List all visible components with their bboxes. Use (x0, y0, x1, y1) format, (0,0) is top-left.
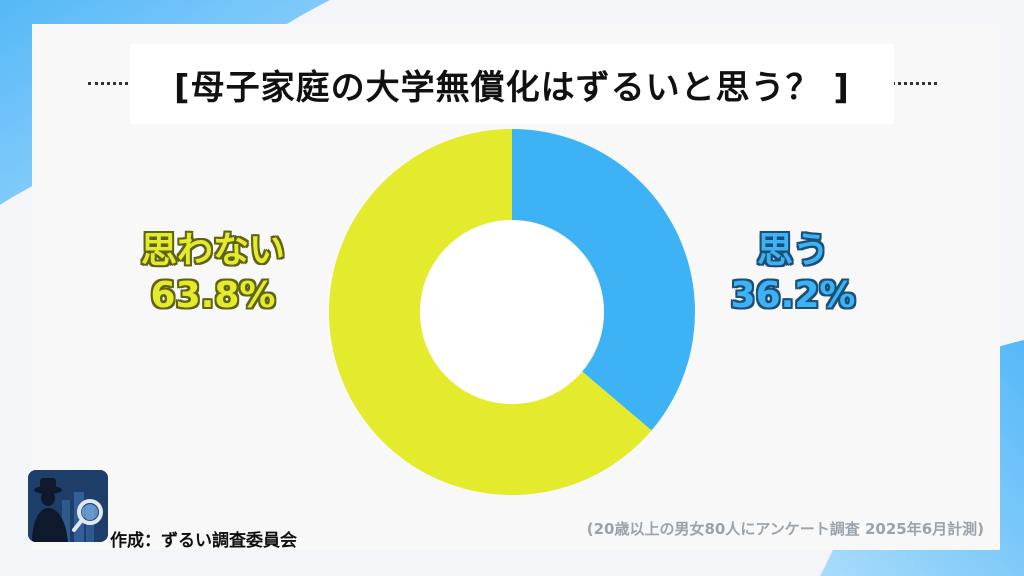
donut-hole (420, 220, 604, 404)
slice-label-no: 思わない 63.8% (128, 228, 298, 318)
survey-note: (20歳以上の男女80人にアンケート調査 2025年6月計測) (586, 520, 984, 538)
donut-slice-no (329, 128, 652, 495)
donut-slice-yes (512, 129, 695, 431)
slice-label-yes: 思う 36.2% (718, 228, 868, 318)
title-dotted-line-left (88, 82, 140, 85)
title-box: [母子家庭の大学無償化はずるいと思う？ ] (130, 44, 894, 124)
detective-magnifier-logo (28, 470, 108, 542)
chart-title: [母子家庭の大学無償化はずるいと思う？ ] (174, 67, 850, 108)
author-credit: 作成：ずるい調査委員会 (110, 531, 297, 551)
slice-percent-yes: 36.2% (730, 275, 856, 316)
title-dotted-line-right (885, 82, 937, 85)
slice-name-no: 思わない (140, 230, 285, 271)
slice-name-yes: 思う (756, 230, 829, 271)
slice-percent-no: 63.8% (150, 275, 276, 316)
